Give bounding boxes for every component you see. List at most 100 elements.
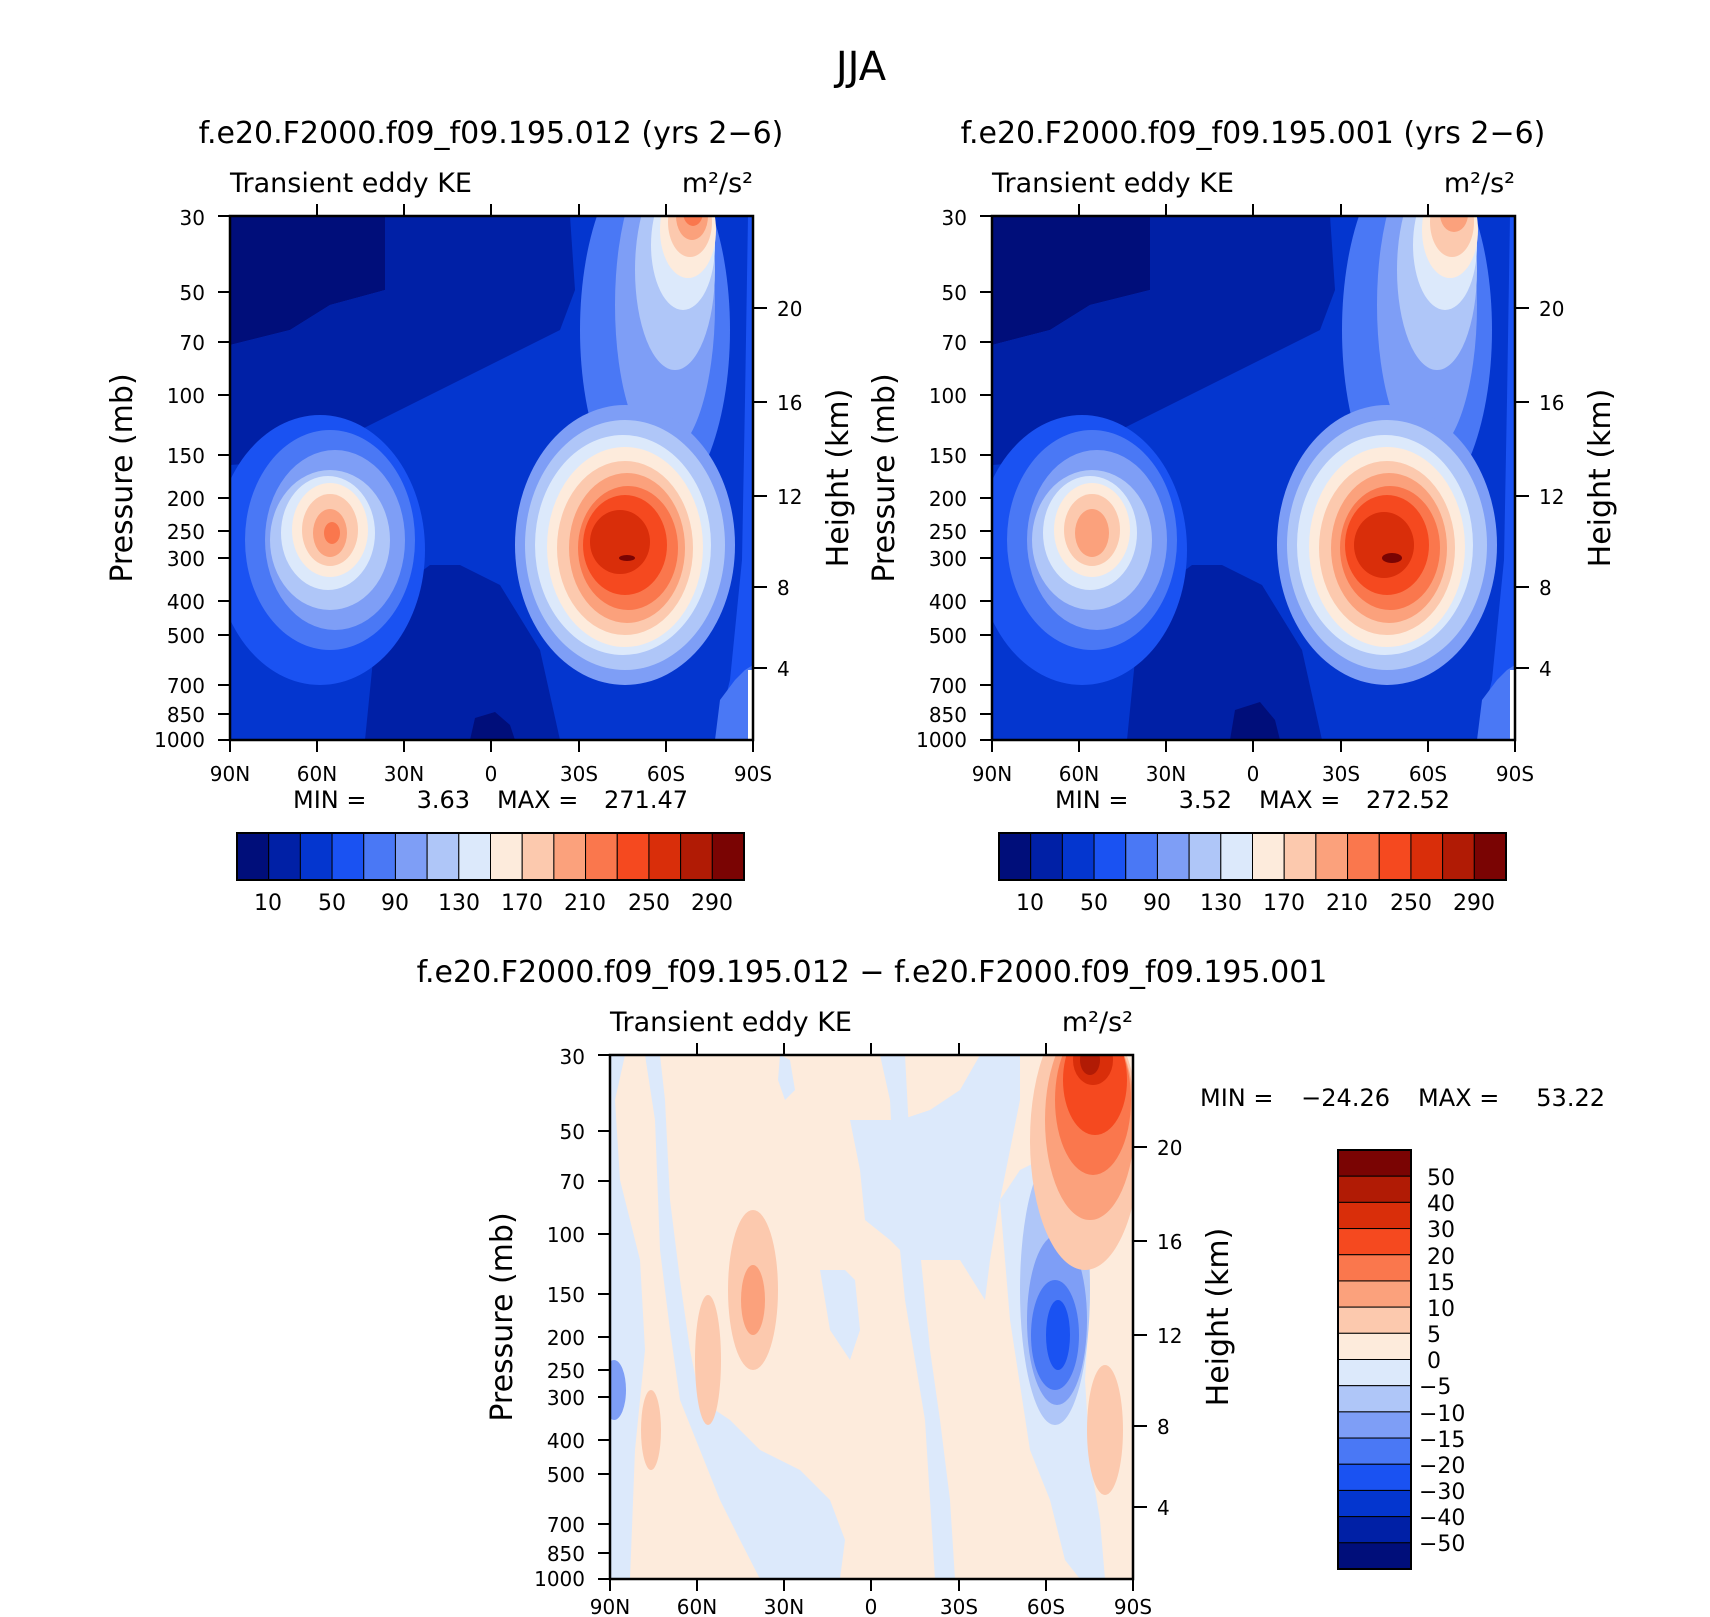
panel-top-left: f.e20.F2000.f09_f09.195.012 (yrs 2−6) Tr… (105, 116, 856, 916)
x-tick-label: 0 (1247, 762, 1260, 786)
min-label: MIN = (1055, 786, 1128, 814)
colorbar-label: 210 (564, 891, 606, 916)
x-axis: 90N 60N 30N 0 30S 60S 90S (210, 204, 772, 786)
y-tick-label: 700 (167, 674, 205, 698)
y-tick-label: 50 (560, 1120, 585, 1144)
y-tick-label: 1000 (534, 1567, 585, 1591)
y-tick-labels: 30 50 70 100 150 200 250 300 400 500 700… (534, 1045, 585, 1591)
y2-tick-label: 16 (1539, 391, 1564, 415)
colorbar-label: 10 (1427, 1297, 1455, 1322)
y2-tick-label: 20 (1157, 1136, 1182, 1160)
x-tick-marks (991, 204, 1516, 752)
colorbar-box (648, 832, 682, 881)
colorbar-box (521, 832, 555, 881)
x-tick-marks (229, 204, 754, 752)
x-tick-label: 90S (734, 762, 772, 786)
colorbar-box (1337, 1201, 1412, 1230)
colorbar-label: −20 (1419, 1454, 1465, 1479)
y-tick-label: 400 (167, 590, 205, 614)
colorbar-box (1188, 832, 1222, 881)
contour-field (230, 216, 753, 740)
colorbar-labels: 50 40 30 20 15 10 5 0 −5 −10 −15 −20 −30… (1419, 1166, 1465, 1557)
colorbar-box (1337, 1149, 1412, 1177)
colorbar-label: 40 (1427, 1192, 1455, 1217)
colorbar-box (1337, 1385, 1412, 1413)
colorbar-labels: 10 50 90 130 170 210 250 290 (254, 891, 733, 916)
min-value: −24.26 (1301, 1084, 1390, 1112)
y-axis-right: Height (km) 20 16 12 8 4 (1515, 297, 1618, 681)
low-region-nw (992, 216, 1150, 345)
y2-axis-label: Height (km) (1583, 389, 1618, 568)
x-tick-labels: 90N 60N 30N 0 30S 60S 90S (972, 762, 1534, 786)
y-tick-label: 100 (167, 384, 205, 408)
x-axis: 90N 60N 30N 0 30S 60S 90S (972, 204, 1534, 786)
colorbar-box (268, 832, 301, 881)
y-tick-label: 50 (180, 281, 205, 305)
y-tick-label: 300 (167, 547, 205, 571)
x-tick-label: 30N (764, 1595, 804, 1617)
colorbar-box (1337, 1516, 1412, 1544)
colorbar-box (1337, 1280, 1412, 1308)
y-tick-label: 30 (560, 1045, 585, 1069)
band-north (992, 216, 1335, 465)
colorbar-box (1252, 832, 1285, 881)
y-tick-label: 100 (547, 1223, 585, 1247)
max-value: 271.47 (604, 786, 688, 814)
max-label: MAX = (1259, 786, 1340, 814)
colorbar-box (1473, 832, 1507, 881)
y-tick-marks (980, 215, 992, 741)
colorbar-label: −50 (1419, 1532, 1465, 1557)
min-label: MIN = (293, 786, 366, 814)
colorbar-label: −10 (1419, 1402, 1465, 1427)
neg-region-nh-pole (610, 1055, 645, 1579)
x-tick-labels: 90N 60N 30N 0 30S 60S 90S (210, 762, 772, 786)
y-tick-label: 150 (547, 1283, 585, 1307)
x-tick-label: 90N (210, 762, 250, 786)
x-tick-label: 90S (1496, 762, 1534, 786)
max-value: 53.22 (1536, 1084, 1605, 1112)
left-string: Transient eddy KE (229, 168, 472, 199)
colorbar-label: −30 (1419, 1480, 1465, 1505)
y-axis-right: Height (km) 20 16 12 8 4 (1133, 1136, 1236, 1520)
jet-sh-10 (1382, 553, 1402, 563)
colorbar-boxes (1337, 1149, 1412, 1570)
y2-tick-label: 12 (1539, 485, 1564, 509)
x-tick-label: 60S (1409, 762, 1447, 786)
y2-tick-labels: 20 16 12 8 4 (777, 297, 802, 681)
sh-strat-pos-6 (1080, 1055, 1100, 1075)
neg-region-nh-mid (645, 1055, 845, 1579)
x-tick-label: 60N (297, 762, 337, 786)
colorbar-label: 90 (381, 891, 409, 916)
y2-tick-label: 4 (1157, 1496, 1170, 1520)
y-axis-label: Pressure (mb) (485, 1212, 520, 1421)
y-tick-label: 30 (180, 206, 205, 230)
colorbar-label: 250 (1390, 891, 1432, 916)
colorbar-box (1337, 1359, 1412, 1387)
y2-axis-label: Height (km) (1201, 1228, 1236, 1407)
y-tick-label: 850 (929, 703, 967, 727)
y-tick-label: 70 (180, 331, 205, 355)
low-region-nw (230, 216, 385, 345)
x-axis: 90N 60N 30N 0 30S 60S 90S (590, 1043, 1152, 1617)
nh-pole-neg (610, 1360, 626, 1420)
y-tick-label: 150 (167, 444, 205, 468)
x-tick-label: 0 (485, 762, 498, 786)
y-tick-label: 200 (547, 1326, 585, 1350)
missing-polar (748, 670, 753, 740)
y2-tick-marks (1515, 307, 1529, 669)
y-tick-label: 300 (929, 547, 967, 571)
colorbar-box (1410, 832, 1444, 881)
y-axis-label: Pressure (mb) (867, 373, 902, 582)
x-tick-label: 30S (560, 762, 598, 786)
neg-region-arctic-patch (778, 1055, 795, 1100)
y2-tick-label: 8 (1157, 1415, 1170, 1439)
colorbar-box (680, 832, 713, 881)
colorbar-box (585, 832, 618, 881)
colorbar-boxes (236, 832, 745, 881)
colorbar-label: −15 (1419, 1428, 1465, 1453)
y2-tick-label: 12 (1157, 1324, 1182, 1348)
x-tick-label: 60S (1027, 1595, 1065, 1617)
x-tick-label: 60N (677, 1595, 717, 1617)
colorbar: 10 50 90 130 170 210 250 290 (998, 832, 1507, 916)
colorbar-box (1220, 832, 1253, 881)
